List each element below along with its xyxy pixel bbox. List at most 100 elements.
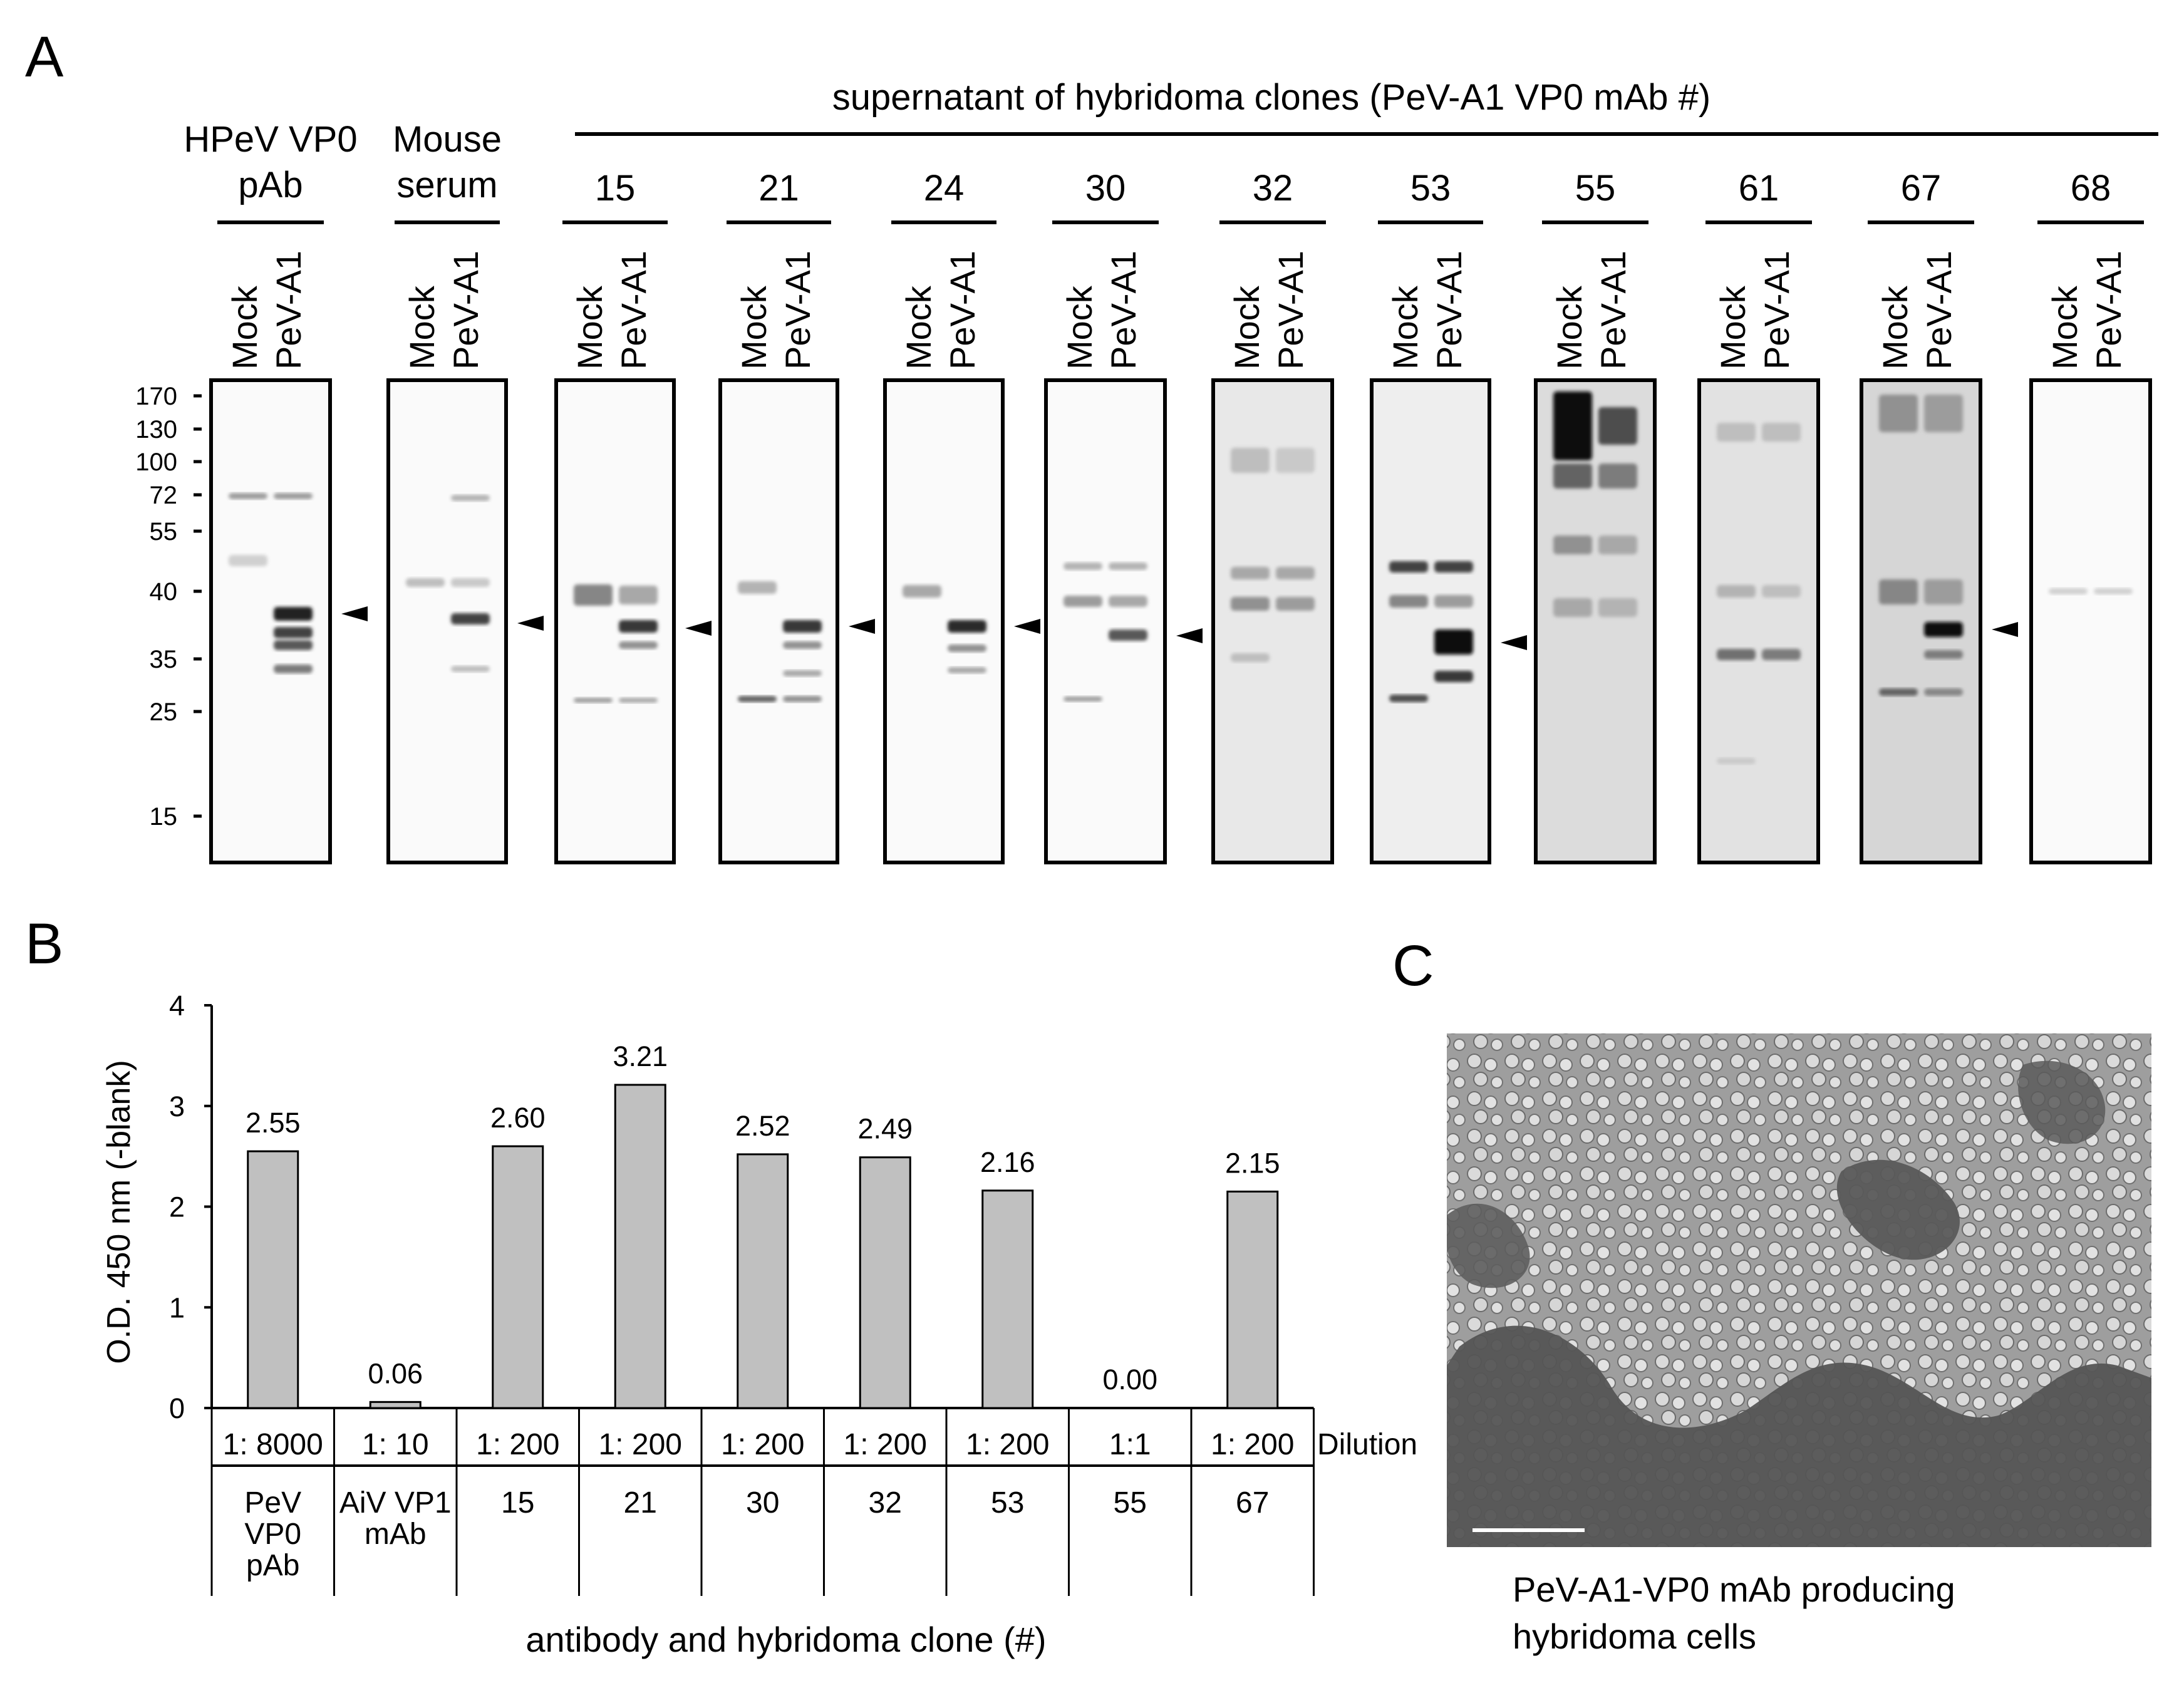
antibody-label: 30 (746, 1486, 779, 1520)
blot-band (229, 493, 267, 499)
blot-band (1434, 561, 1473, 572)
blot-band (1553, 598, 1592, 617)
blot-band (948, 645, 986, 652)
lane-label-pev-a1: PeV-A1 (1757, 251, 1796, 370)
panel-a: A supernatant of hybridoma clones (PeV-A… (25, 25, 2158, 864)
blot-band (229, 555, 267, 566)
blot-strip: 15 Mock PeV-A1 (554, 168, 712, 864)
blot-title: 68 (2071, 168, 2111, 209)
blot-band (451, 666, 490, 672)
dilution-label: Dilution (1317, 1428, 1417, 1461)
blot-band (1924, 650, 1963, 659)
blot-band (1598, 598, 1637, 617)
blot-strip: 53 Mock PeV-A1 (1370, 168, 1527, 864)
lane-label-pev-a1: PeV-A1 (1429, 251, 1469, 370)
blot-band (1762, 585, 1801, 598)
blot-title: 55 (1575, 168, 1616, 209)
dilution-cell: 1:1 (1109, 1428, 1151, 1461)
blot-frame (209, 378, 332, 864)
bar-value-label: 2.15 (1225, 1147, 1280, 1179)
dilution-cell: 1: 200 (844, 1428, 927, 1461)
blot-band (1598, 407, 1637, 445)
bar (737, 1153, 789, 1409)
blot-title: 24 (924, 168, 965, 209)
blot-band (2049, 588, 2088, 594)
panel-c: C PeV-A1-VP0 mAb producing hybridoma cel… (1392, 934, 2151, 1656)
blot-title-line-1: HPeV VP0 (184, 119, 357, 160)
blot-band (1276, 567, 1315, 579)
blot-band (274, 607, 313, 621)
bar-value-label: 2.52 (735, 1110, 790, 1142)
blot-band (1231, 597, 1270, 611)
bar-value-label: 0.06 (368, 1357, 423, 1389)
bar (369, 1401, 422, 1409)
blot-band (2094, 588, 2133, 594)
y-tick-label: 2 (169, 1191, 185, 1223)
blot-strip: HPeV VP0 pAb Mock PeV-A1 (184, 119, 368, 864)
lane-label-mock: Mock (570, 285, 609, 370)
blot-band (1434, 671, 1473, 682)
blot-band (1231, 448, 1270, 473)
blot-band (783, 620, 822, 633)
band-arrowhead (341, 606, 368, 621)
lane-label-mock: Mock (899, 285, 938, 370)
lane-label-mock: Mock (225, 285, 264, 370)
blot-strip: 67 Mock PeV-A1 (1860, 168, 2018, 864)
blot-band (1389, 595, 1428, 608)
blot-background (1372, 380, 1489, 862)
blot-frame (2029, 378, 2152, 864)
lane-label-mock: Mock (1385, 285, 1425, 370)
blot-band (1109, 596, 1147, 607)
blot-band (1276, 597, 1315, 611)
mw-marker-label: 25 (150, 698, 178, 726)
band-arrowhead (517, 616, 544, 631)
lane-label-mock: Mock (402, 285, 442, 370)
lane-label-pev-a1: PeV-A1 (1919, 251, 1959, 370)
blot-strip: 32 Mock PeV-A1 (1211, 168, 1334, 864)
blot-band (274, 627, 313, 638)
lane-label-pev-a1: PeV-A1 (778, 251, 817, 370)
antibody-label: 32 (869, 1486, 902, 1520)
blot-band (948, 667, 986, 673)
panel-b: B O.D. 450 nm (-blank) 0 1 2 3 4 2.55 1: 8000 P… (25, 912, 1417, 1659)
blot-background (2031, 380, 2150, 862)
panel-c-letter: C (1392, 934, 1434, 998)
blot-band (619, 641, 658, 649)
blot-band (1231, 653, 1270, 662)
blot-frame (1211, 378, 1334, 864)
blot-strip: 61 Mock PeV-A1 (1697, 168, 1820, 864)
blot-frame (1370, 378, 1491, 864)
blot-title-line-2: serum (396, 165, 497, 205)
bar-value-label: 0.00 (1102, 1364, 1157, 1396)
y-tick-label: 3 (169, 1090, 185, 1122)
mw-marker-label: 35 (150, 646, 178, 673)
dilution-cell: 1: 200 (721, 1428, 804, 1461)
caption-line-1: PeV-A1-VP0 mAb producing (1513, 1570, 1955, 1609)
lane-label-pev-a1: PeV-A1 (1104, 251, 1143, 370)
antibody-label: mAb (365, 1518, 427, 1551)
blot-frame (1534, 378, 1657, 864)
dilution-cell: 1: 200 (966, 1428, 1049, 1461)
blot-band (451, 578, 490, 587)
bar (1226, 1190, 1279, 1409)
blot-band (783, 641, 822, 649)
lane-label-pev-a1: PeV-A1 (269, 251, 308, 370)
group-header: supernatant of hybridoma clones (PeV-A1 … (832, 77, 1710, 118)
blot-band (451, 495, 490, 501)
lane-label-pev-a1: PeV-A1 (943, 251, 982, 370)
dilution-cell: 1: 200 (476, 1428, 559, 1461)
blot-band (274, 665, 313, 673)
lane-label-pev-a1: PeV-A1 (2089, 251, 2128, 370)
blot-band (451, 613, 490, 624)
blot-band (783, 670, 822, 676)
blot-title: 32 (1253, 168, 1293, 209)
mw-marker-label: 170 (135, 383, 177, 410)
blot-frame (386, 378, 508, 864)
panel-a-letter: A (25, 25, 64, 89)
blot-frame (1860, 378, 1982, 864)
blot-band (1553, 391, 1592, 460)
blot-band (1762, 649, 1801, 660)
blot-title-line-1: Mouse (393, 119, 502, 160)
